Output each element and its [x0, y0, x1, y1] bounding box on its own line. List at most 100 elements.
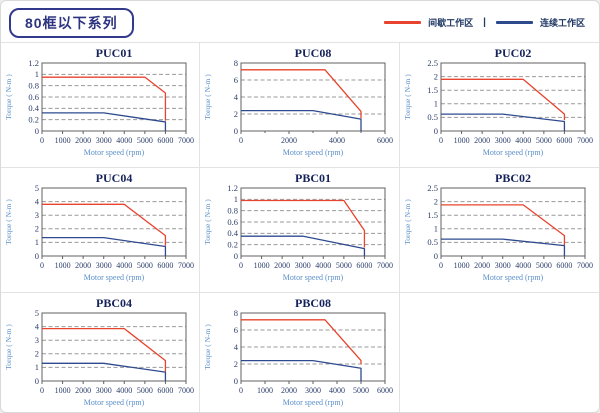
x-tick-label: 6000	[377, 386, 393, 395]
x-tick-label: 2000	[281, 386, 297, 395]
chart-canvas-PBC01: PBC01 0 0.20.40.6 0.811.2 0 1000 2000 3000 4000 5…	[203, 171, 393, 282]
x-tick-label: 6000	[157, 261, 173, 270]
x-tick-label: 6000	[356, 261, 372, 270]
y-tick-label: 1.5	[427, 210, 438, 220]
x-tick-label: 3000	[95, 386, 111, 395]
x-axis-label: Motor speed (rpm)	[283, 398, 344, 407]
chart-cell-PUC08: PUC08 0 2 4 6 8 0 2000 4000 6000 Torque ( N-m ) Mot…	[200, 43, 400, 168]
y-tick-label: 0.2	[227, 239, 238, 249]
x-tick-label: 4000	[116, 136, 132, 145]
x-tick-label: 4000	[329, 386, 345, 395]
y-tick-label: 2	[434, 196, 438, 206]
y-tick-label: 5	[34, 183, 38, 193]
x-tick-label: 2000	[75, 136, 91, 145]
y-tick-label: 2.5	[427, 183, 438, 193]
y-tick-label: 2.5	[427, 58, 438, 68]
x-tick-label: 1000	[453, 136, 469, 145]
x-tick-label: 7000	[577, 136, 593, 145]
chart-canvas-PBC02: PBC02 0 0.5 1 1.5 2 2.5 0 1000 2000 3000 4000 5000 60…	[403, 171, 593, 282]
x-tick-label: 1000	[257, 386, 273, 395]
x-tick-label: 7000	[577, 261, 593, 270]
x-tick-label: 4000	[515, 136, 531, 145]
y-tick-label: 0.4	[28, 103, 39, 113]
y-tick-label: 1	[34, 237, 38, 247]
x-tick-label: 1000	[54, 136, 70, 145]
x-tick-label: 7000	[178, 386, 194, 395]
x-tick-label: 5000	[536, 136, 552, 145]
x-tick-label: 7000	[377, 261, 393, 270]
chart-canvas-PUC01: PUC01 0 0.20.40.6 0.811.2 0 1000 2000 3000 4000 5…	[4, 46, 194, 157]
y-axis-label: Torque ( N-m )	[4, 199, 13, 245]
series-continuous	[440, 113, 565, 131]
y-tick-label: 1	[34, 69, 38, 79]
y-tick-label: 0	[434, 126, 438, 136]
x-axis-label: Motor speed (rpm)	[483, 148, 544, 157]
y-tick-label: 4	[34, 196, 39, 206]
chart-cell-PBC01: PBC01 0 0.2 0.4 0.6 0.8 1 1.2 0 1000 2000 3000 4000 5…	[200, 168, 400, 293]
continuous-line-swatch	[495, 21, 533, 24]
y-tick-label: 0.5	[427, 112, 438, 122]
x-tick-label: 1000	[453, 261, 469, 270]
chart-title: PUC08	[295, 46, 332, 60]
series-intermittent	[240, 319, 362, 364]
x-axis-label: Motor speed (rpm)	[83, 273, 144, 282]
chart-canvas-PUC08: PUC08 0 2 4 6 8 0 2000 4000 6000 Torque ( N-m ) Mot…	[203, 46, 393, 157]
x-axis-label: Motor speed (rpm)	[83, 398, 144, 407]
y-tick-label: 0	[234, 251, 238, 261]
y-tick-label: 1.5	[427, 85, 438, 95]
chart-title: PUC04	[95, 171, 132, 185]
series-continuous	[440, 238, 565, 256]
chart-grid: PUC01 0 0.2 0.4 0.6 0.8 1 1.2 0 1000 2000 3000 4000 5…	[1, 42, 599, 412]
top-bar: 80框以下系列 间歇工作区 | 连续工作区	[1, 1, 599, 42]
x-tick-label: 3000	[95, 136, 111, 145]
y-tick-label: 0	[434, 251, 438, 261]
series-intermittent	[240, 199, 366, 248]
legend-item-intermittent: 间歇工作区	[384, 16, 473, 29]
x-tick-label: 1000	[254, 261, 270, 270]
y-tick-label: 8	[234, 308, 238, 318]
x-tick-label: 7000	[178, 136, 194, 145]
empty-cell	[400, 293, 599, 412]
y-tick-label: 2	[34, 224, 38, 234]
x-tick-label: 0	[239, 386, 243, 395]
plot-border	[440, 187, 586, 257]
x-tick-label: 5000	[137, 136, 153, 145]
series-continuous	[41, 362, 166, 381]
y-tick-label: 1	[434, 99, 438, 109]
y-tick-label: 0	[234, 126, 238, 136]
y-axis-label: Torque ( N-m )	[203, 324, 212, 370]
y-axis-label: Torque ( N-m )	[203, 199, 212, 245]
x-tick-label: 3000	[495, 261, 511, 270]
x-tick-label: 3000	[305, 386, 321, 395]
series-title: 80框以下系列	[25, 14, 118, 31]
chart-title: PBC02	[495, 171, 531, 185]
x-axis-label: Motor speed (rpm)	[283, 273, 344, 282]
y-tick-label: 3	[34, 210, 38, 220]
x-tick-label: 6000	[157, 136, 173, 145]
y-tick-label: 0.2	[28, 114, 39, 124]
x-tick-label: 0	[439, 261, 443, 270]
chart-canvas-PUC02: PUC02 0 0.5 1 1.5 2 2.5 0 1000 2000 3000 4000 5000 60…	[403, 46, 593, 157]
y-tick-label: 6	[234, 75, 238, 85]
intermittent-line-swatch	[384, 21, 422, 24]
y-axis-label: Torque ( N-m )	[403, 74, 412, 120]
y-tick-label: 0	[234, 376, 238, 386]
y-tick-label: 1	[434, 224, 438, 234]
chart-title: PBC04	[96, 296, 132, 310]
x-tick-label: 3000	[295, 261, 311, 270]
x-axis-label: Motor speed (rpm)	[483, 273, 544, 282]
x-axis-label: Motor speed (rpm)	[83, 148, 144, 157]
y-tick-label: 0	[34, 251, 38, 261]
legend-separator: |	[483, 17, 486, 28]
x-tick-label: 2000	[474, 261, 490, 270]
plot-border	[440, 62, 586, 132]
x-tick-label: 4000	[315, 261, 331, 270]
chart-cell-PBC02: PBC02 0 0.5 1 1.5 2 2.5 0 1000 2000 3000 4000 5000 60…	[399, 168, 599, 293]
series-intermittent	[41, 203, 166, 246]
series-continuous	[240, 109, 362, 131]
y-tick-label: 0.6	[28, 92, 39, 102]
x-tick-label: 5000	[137, 261, 153, 270]
legend-label-intermittent: 间歇工作区	[428, 18, 474, 28]
y-tick-label: 2	[234, 359, 238, 369]
